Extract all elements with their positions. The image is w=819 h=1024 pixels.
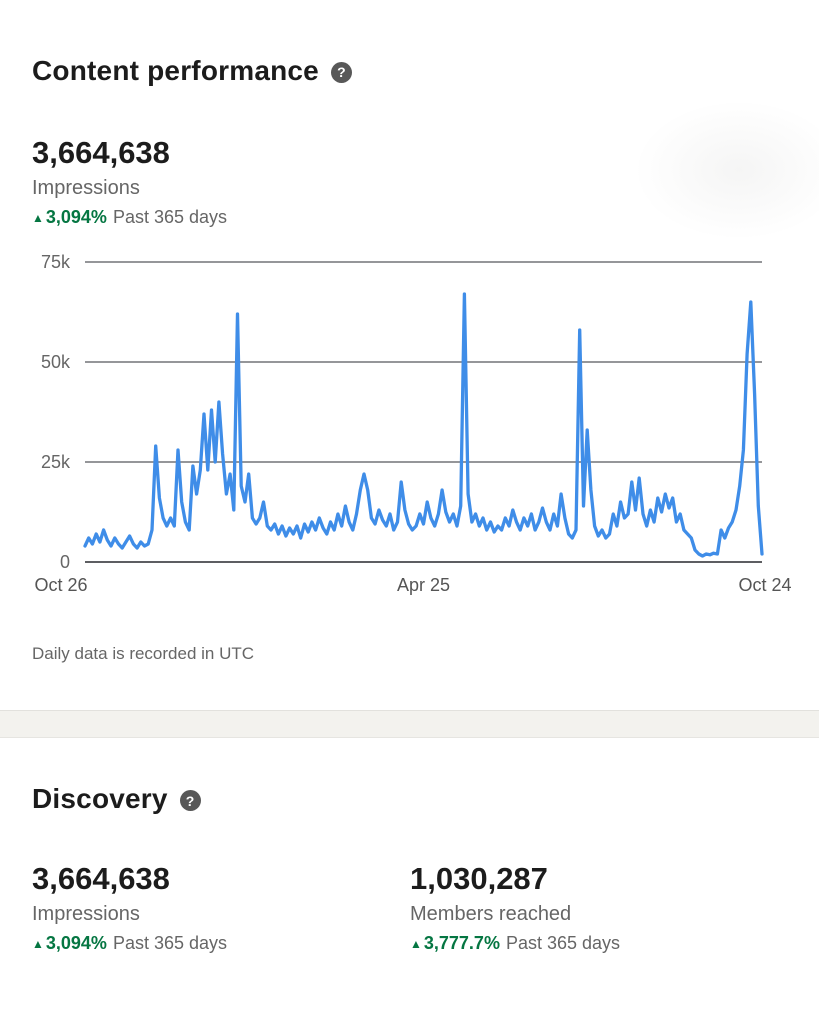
discovery-impressions-stat: 3,664,638 Impressions ▲ 3,094% Past 365 … xyxy=(32,863,410,955)
trend-up-icon: ▲ xyxy=(32,210,44,225)
svg-text:Apr 25: Apr 25 xyxy=(397,575,450,595)
impressions-total-value: 3,664,638 xyxy=(32,134,170,170)
delta-period: Past 365 days xyxy=(112,933,228,954)
help-icon[interactable]: ? xyxy=(179,790,201,812)
svg-text:75k: 75k xyxy=(41,252,71,272)
discovery-stats-row: 3,664,638 Impressions ▲ 3,094% Past 365 … xyxy=(32,863,791,955)
svg-text:Oct 26: Oct 26 xyxy=(34,575,87,595)
help-icon[interactable]: ? xyxy=(330,61,352,83)
section-divider xyxy=(0,710,819,739)
delta-period: Past 365 days xyxy=(112,206,228,227)
svg-text:Oct 24: Oct 24 xyxy=(738,575,791,595)
content-performance-header: Content performance ? xyxy=(32,55,791,87)
svg-text:50k: 50k xyxy=(41,352,71,372)
discovery-impressions-delta: ▲ 3,094% Past 365 days xyxy=(32,933,410,955)
discovery-title: Discovery xyxy=(32,783,168,815)
discovery-impressions-label: Impressions xyxy=(32,903,140,926)
impressions-delta: ▲ 3,094% Past 365 days xyxy=(32,207,791,229)
delta-percent: 3,094% xyxy=(45,933,107,954)
svg-text:0: 0 xyxy=(60,552,70,572)
delta-period: Past 365 days xyxy=(505,933,621,954)
trend-up-icon: ▲ xyxy=(410,937,422,952)
svg-text:25k: 25k xyxy=(41,452,71,472)
content-performance-title: Content performance xyxy=(32,55,319,86)
impressions-stat-block: 3,664,638 Impressions ▲ 3,094% Past 365 … xyxy=(32,137,791,229)
trend-up-icon: ▲ xyxy=(32,937,44,952)
delta-percent: 3,094% xyxy=(45,206,107,227)
impressions-chart: 75k 50k 25k 0 Oct 26 Apr 25 Oct 24 xyxy=(34,252,791,595)
discovery-card: Discovery ? 3,664,638 Impressions ▲ 3,09… xyxy=(0,738,819,954)
delta-percent: 3,777.7% xyxy=(423,933,500,954)
members-reached-value: 1,030,287 xyxy=(410,861,548,897)
discovery-members-stat: 1,030,287 Members reached ▲ 3,777.7% Pas… xyxy=(410,863,788,955)
content-performance-card: Content performance ? 3,664,638 Impressi… xyxy=(32,55,792,664)
discovery-header: Discovery ? xyxy=(32,784,791,815)
discovery-impressions-value: 3,664,638 xyxy=(32,861,170,897)
members-reached-delta: ▲ 3,777.7% Past 365 days xyxy=(410,933,788,955)
impressions-label: Impressions xyxy=(32,176,140,199)
utc-footnote: Daily data is recorded in UTC xyxy=(32,644,255,664)
members-reached-label: Members reached xyxy=(410,903,572,926)
